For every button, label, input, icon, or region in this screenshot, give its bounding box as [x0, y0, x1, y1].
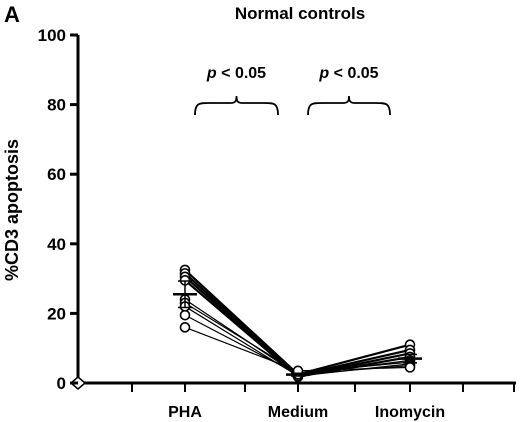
y-axis-label: %CD3 apoptosis — [2, 139, 22, 281]
y-tick-label: 80 — [47, 96, 66, 115]
series-lines — [184, 269, 411, 378]
x-tick-label: Inomycin — [375, 404, 445, 421]
data-point — [404, 362, 416, 373]
axes: 0 20 40 60 80 100 PHA Medium Inomycin — [38, 26, 516, 421]
y-tick-label: 20 — [47, 304, 66, 323]
subject-line — [184, 276, 411, 378]
x-tick-label: Medium — [268, 404, 328, 421]
y-tick-label: 0 — [57, 374, 66, 393]
mean-bars — [173, 280, 422, 377]
p-value-label: p < 0.05 — [206, 65, 266, 82]
annotations: p < 0.05 p < 0.05 — [194, 65, 391, 116]
panel-label: A — [4, 2, 20, 27]
data-point — [179, 309, 191, 321]
p-threshold: < 0.05 — [329, 65, 378, 82]
x-tick-label: PHA — [168, 404, 202, 421]
y-tick-label: 40 — [47, 235, 66, 254]
data-point — [179, 322, 191, 333]
p-threshold: < 0.05 — [217, 65, 266, 82]
significance-brace — [194, 95, 279, 116]
chart-title: Normal controls — [235, 4, 365, 23]
p-value-label: p < 0.05 — [318, 65, 378, 82]
p-symbol: p — [206, 65, 217, 82]
subject-line — [184, 279, 411, 378]
p-symbol: p — [318, 65, 329, 82]
significance-brace — [307, 95, 391, 116]
y-tick-label: 100 — [38, 26, 66, 45]
y-tick-label: 60 — [47, 165, 66, 184]
